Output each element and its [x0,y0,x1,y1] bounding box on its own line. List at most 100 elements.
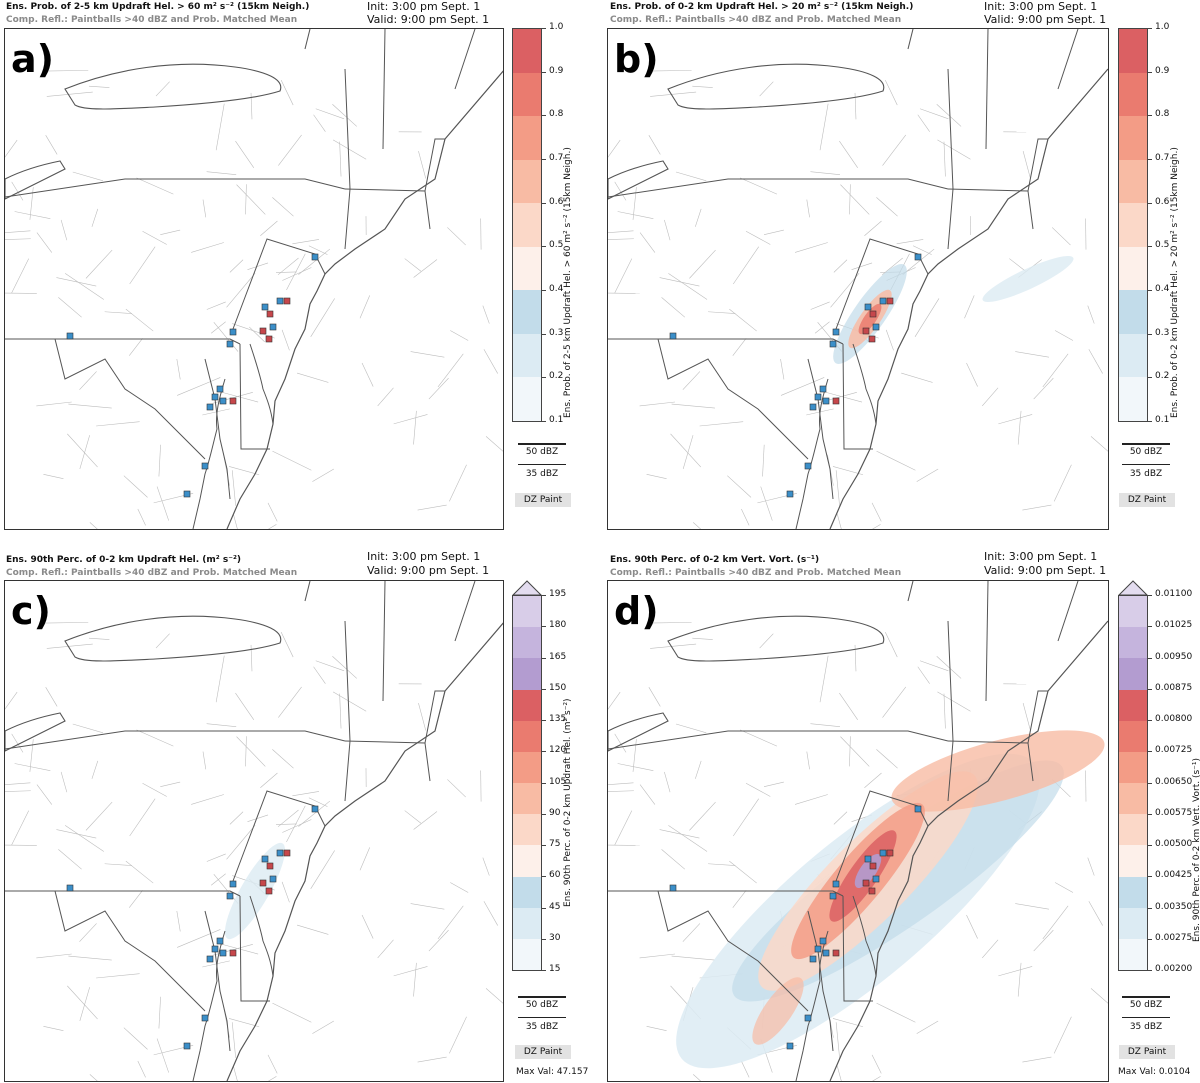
county-border [232,323,275,339]
colorbar-segment [1119,751,1147,783]
county-border [233,1065,238,1081]
county-border [692,1074,702,1081]
colorbar-tick-label: 0.9 [1155,65,1170,76]
paintball-marker [66,332,74,340]
colorbar-segment [513,72,541,117]
county-border [1053,1016,1072,1054]
colorbar-tick-mark [542,782,546,784]
county-border [45,70,89,72]
paintball-marker [283,297,291,305]
county-border [1017,410,1022,445]
init-time: Init: 3:00 pm Sept. 1 [984,550,1098,563]
county-border [410,351,445,358]
county-border [58,297,82,318]
county-border [308,797,328,807]
state-border [947,188,1034,230]
county-border [810,171,841,175]
paintball-marker [216,937,224,945]
county-border [5,782,31,785]
county-border [699,421,744,427]
county-border [901,372,933,383]
colorbar-tick-label: 0.00425 [1155,870,1193,881]
panel-subtitle: Comp. Refl.: Paintballs >40 dBZ and Prob… [6,15,298,25]
county-border [206,723,237,727]
colorbar-tick-mark [542,159,546,160]
county-border [876,749,898,769]
county-border [206,301,226,310]
county-border [277,809,299,828]
county-border [413,410,417,445]
county-border [708,863,736,866]
county-border [1042,353,1069,388]
dz-paint-button[interactable]: DZ Paint [515,493,571,507]
chesapeake-bay-outline [795,930,829,1081]
county-border [732,338,747,356]
colorbar-tick-label: 0.00500 [1155,839,1193,849]
county-border [822,391,863,403]
dz-paint-button[interactable]: DZ Paint [1119,1045,1175,1059]
county-border [85,801,113,831]
county-border [840,184,870,215]
county-border [819,103,829,151]
county-border [312,468,334,482]
county-border [916,468,939,482]
delaware-river-outline [249,343,274,425]
colorbar-segment [513,626,541,659]
county-border [1022,702,1031,731]
county-border [377,387,394,407]
panel-subtitle: Comp. Refl.: Paintballs >40 dBZ and Prob… [610,15,902,25]
colorbar-tick-label: 0.00800 [1155,714,1193,724]
colorbar-tick-label: 180 [549,620,567,631]
county-border [936,104,962,127]
county-border [310,298,335,337]
colorbar-tick-label: 75 [549,839,561,849]
county-border [296,372,329,383]
legend-35dbz-label: 35 dBZ [525,469,559,479]
legend-50dbz-line [518,443,566,445]
paintball-marker [219,397,227,405]
county-border [218,391,259,403]
county-border [839,692,858,720]
county-border [648,135,661,155]
county-border [692,522,702,529]
county-border [278,134,302,166]
county-border [315,660,345,672]
colorbar-tick-mark [542,813,546,815]
county-border [247,262,269,270]
colorbar-tick-mark [1148,377,1152,379]
paintball-marker [266,310,274,318]
paintball-marker [786,490,794,498]
colorbar-extend-arrow [512,580,542,596]
colorbar-tick-label: 0.6 [1155,196,1170,207]
county-border [231,1022,236,1058]
county-border [36,401,72,407]
county-border [226,273,256,308]
colorbar-tick-mark [1148,202,1152,204]
county-border [1088,901,1103,926]
county-border [277,257,299,276]
county-border [136,729,174,747]
county-border [450,330,469,341]
paintball-marker [201,462,209,470]
county-border [11,810,29,846]
county-border [413,259,438,278]
county-border [912,245,932,255]
map-area: a) [4,28,504,530]
county-border [1042,905,1069,940]
map-area: b) [607,28,1109,530]
county-border [11,733,24,753]
colorbar-tick-label: 30 [549,932,561,943]
chesapeake-bay-outline [795,378,829,529]
county-border [137,508,146,526]
paintball-marker [819,937,827,945]
county-border [732,890,747,908]
paintball-marker [311,253,319,261]
dz-paint-button[interactable]: DZ Paint [1119,493,1175,507]
county-border [228,466,260,476]
colorbar-tick-mark [542,626,546,628]
paintball-marker [804,462,812,470]
colorbar-segment [513,115,541,160]
county-border [689,249,716,279]
dz-paint-button[interactable]: DZ Paint [515,1045,571,1059]
county-border [833,811,848,825]
